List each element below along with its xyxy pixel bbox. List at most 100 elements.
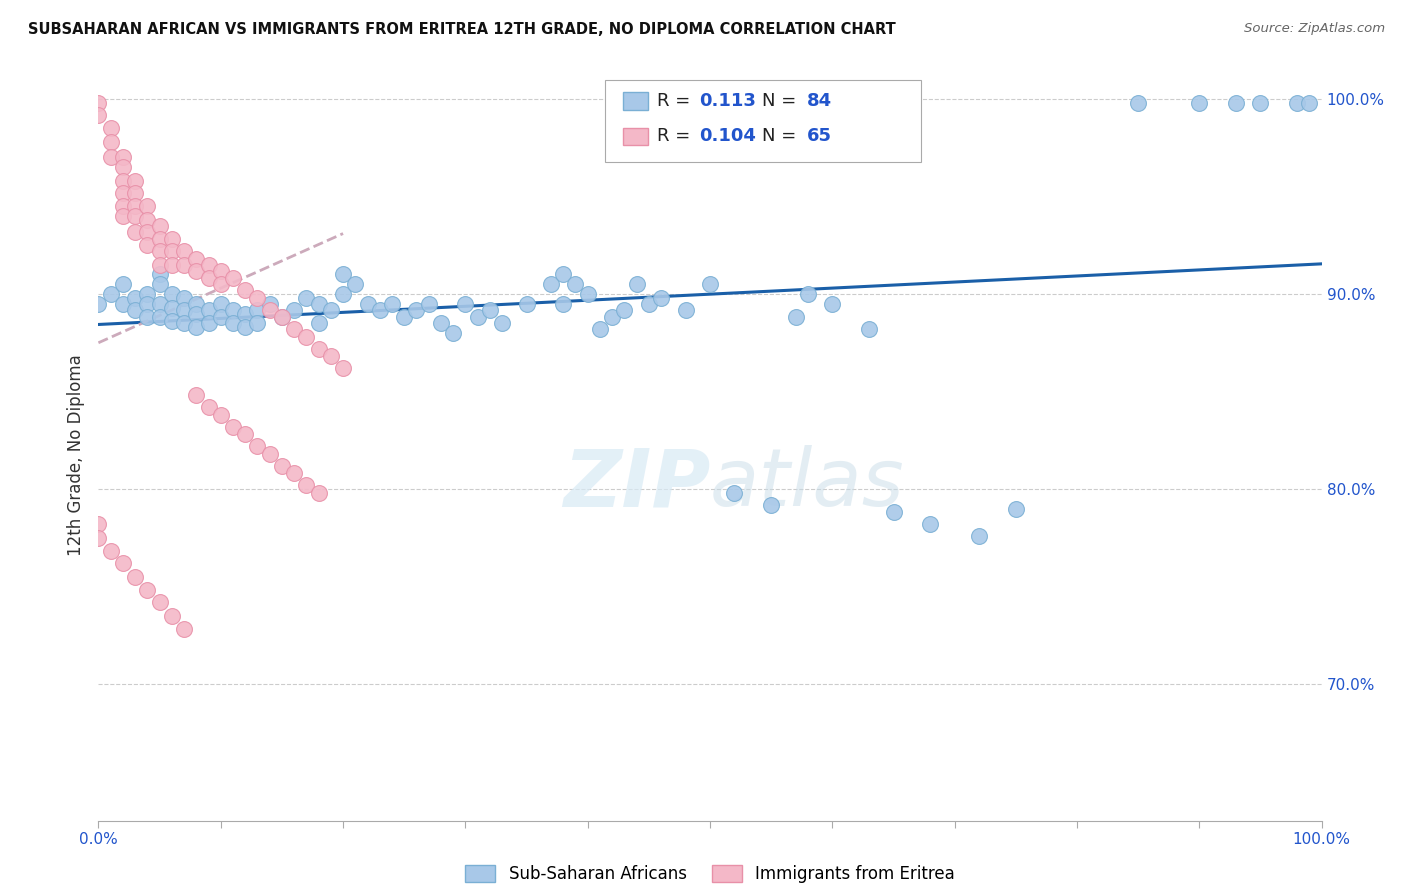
Point — [246, 302, 269, 317]
Point — [160, 258, 183, 272]
Point — [332, 268, 354, 282]
Point — [111, 151, 134, 165]
Point — [136, 287, 159, 301]
Text: 0.104: 0.104 — [699, 128, 755, 145]
Point — [638, 297, 661, 311]
Point — [540, 277, 562, 292]
Point — [160, 608, 183, 623]
Point — [576, 287, 599, 301]
Point — [124, 225, 146, 239]
Point — [186, 306, 208, 320]
Point — [209, 310, 232, 325]
Point — [1286, 95, 1309, 110]
Point — [467, 310, 489, 325]
Point — [319, 302, 342, 317]
Point — [332, 361, 354, 376]
Point — [1004, 501, 1026, 516]
Point — [319, 350, 342, 364]
Text: R =: R = — [657, 128, 696, 145]
Point — [136, 213, 159, 227]
Point — [160, 301, 183, 315]
Text: ZIP: ZIP — [562, 445, 710, 524]
Point — [173, 291, 195, 305]
Point — [136, 297, 159, 311]
Point — [259, 447, 281, 461]
Point — [111, 209, 134, 223]
Point — [1298, 95, 1320, 110]
Point — [124, 570, 146, 584]
Point — [821, 297, 844, 311]
Point — [441, 326, 464, 340]
Legend: Sub-Saharan Africans, Immigrants from Eritrea: Sub-Saharan Africans, Immigrants from Er… — [458, 859, 962, 890]
Point — [405, 302, 427, 317]
Text: R =: R = — [657, 92, 696, 110]
Point — [160, 287, 183, 301]
Point — [246, 316, 269, 330]
Point — [87, 517, 110, 532]
Point — [920, 517, 942, 532]
Point — [100, 544, 122, 558]
Point — [270, 310, 294, 325]
Point — [149, 268, 172, 282]
Point — [124, 199, 146, 213]
Point — [259, 297, 281, 311]
Point — [308, 342, 330, 356]
Point — [699, 277, 721, 292]
Point — [270, 458, 294, 473]
Point — [1188, 95, 1211, 110]
Point — [430, 316, 453, 330]
Point — [553, 297, 575, 311]
Point — [344, 277, 367, 292]
Point — [87, 107, 110, 121]
Point — [197, 258, 219, 272]
Point — [515, 297, 537, 311]
Point — [136, 238, 159, 252]
Point — [173, 302, 195, 317]
Point — [259, 302, 281, 317]
Point — [87, 297, 110, 311]
Point — [209, 263, 232, 277]
Point — [111, 277, 134, 292]
Point — [149, 232, 172, 246]
Point — [124, 291, 146, 305]
Point — [883, 506, 905, 520]
Point — [197, 316, 219, 330]
Point — [173, 316, 195, 330]
Text: N =: N = — [762, 128, 801, 145]
Point — [589, 322, 612, 336]
Point — [111, 297, 134, 311]
Point — [246, 439, 269, 453]
Point — [675, 302, 697, 317]
Point — [233, 306, 256, 320]
Point — [149, 310, 172, 325]
Point — [1128, 95, 1150, 110]
Point — [160, 314, 183, 328]
Point — [368, 302, 391, 317]
Point — [173, 623, 195, 637]
Point — [1249, 95, 1271, 110]
Point — [111, 556, 134, 570]
Point — [308, 486, 330, 500]
Point — [478, 302, 501, 317]
Text: 65: 65 — [807, 128, 832, 145]
Point — [209, 297, 232, 311]
Point — [785, 310, 807, 325]
Point — [136, 583, 159, 598]
Point — [209, 277, 232, 292]
Point — [209, 408, 232, 422]
Point — [149, 258, 172, 272]
Point — [308, 297, 330, 311]
Point — [295, 330, 318, 344]
Point — [136, 310, 159, 325]
Text: SUBSAHARAN AFRICAN VS IMMIGRANTS FROM ERITREA 12TH GRADE, NO DIPLOMA CORRELATION: SUBSAHARAN AFRICAN VS IMMIGRANTS FROM ER… — [28, 22, 896, 37]
Point — [613, 302, 636, 317]
Point — [761, 498, 783, 512]
Point — [111, 174, 134, 188]
Point — [967, 529, 990, 543]
Point — [233, 283, 256, 297]
Point — [149, 595, 172, 609]
Point — [222, 316, 245, 330]
Point — [295, 478, 318, 492]
Point — [136, 225, 159, 239]
Point — [173, 258, 195, 272]
